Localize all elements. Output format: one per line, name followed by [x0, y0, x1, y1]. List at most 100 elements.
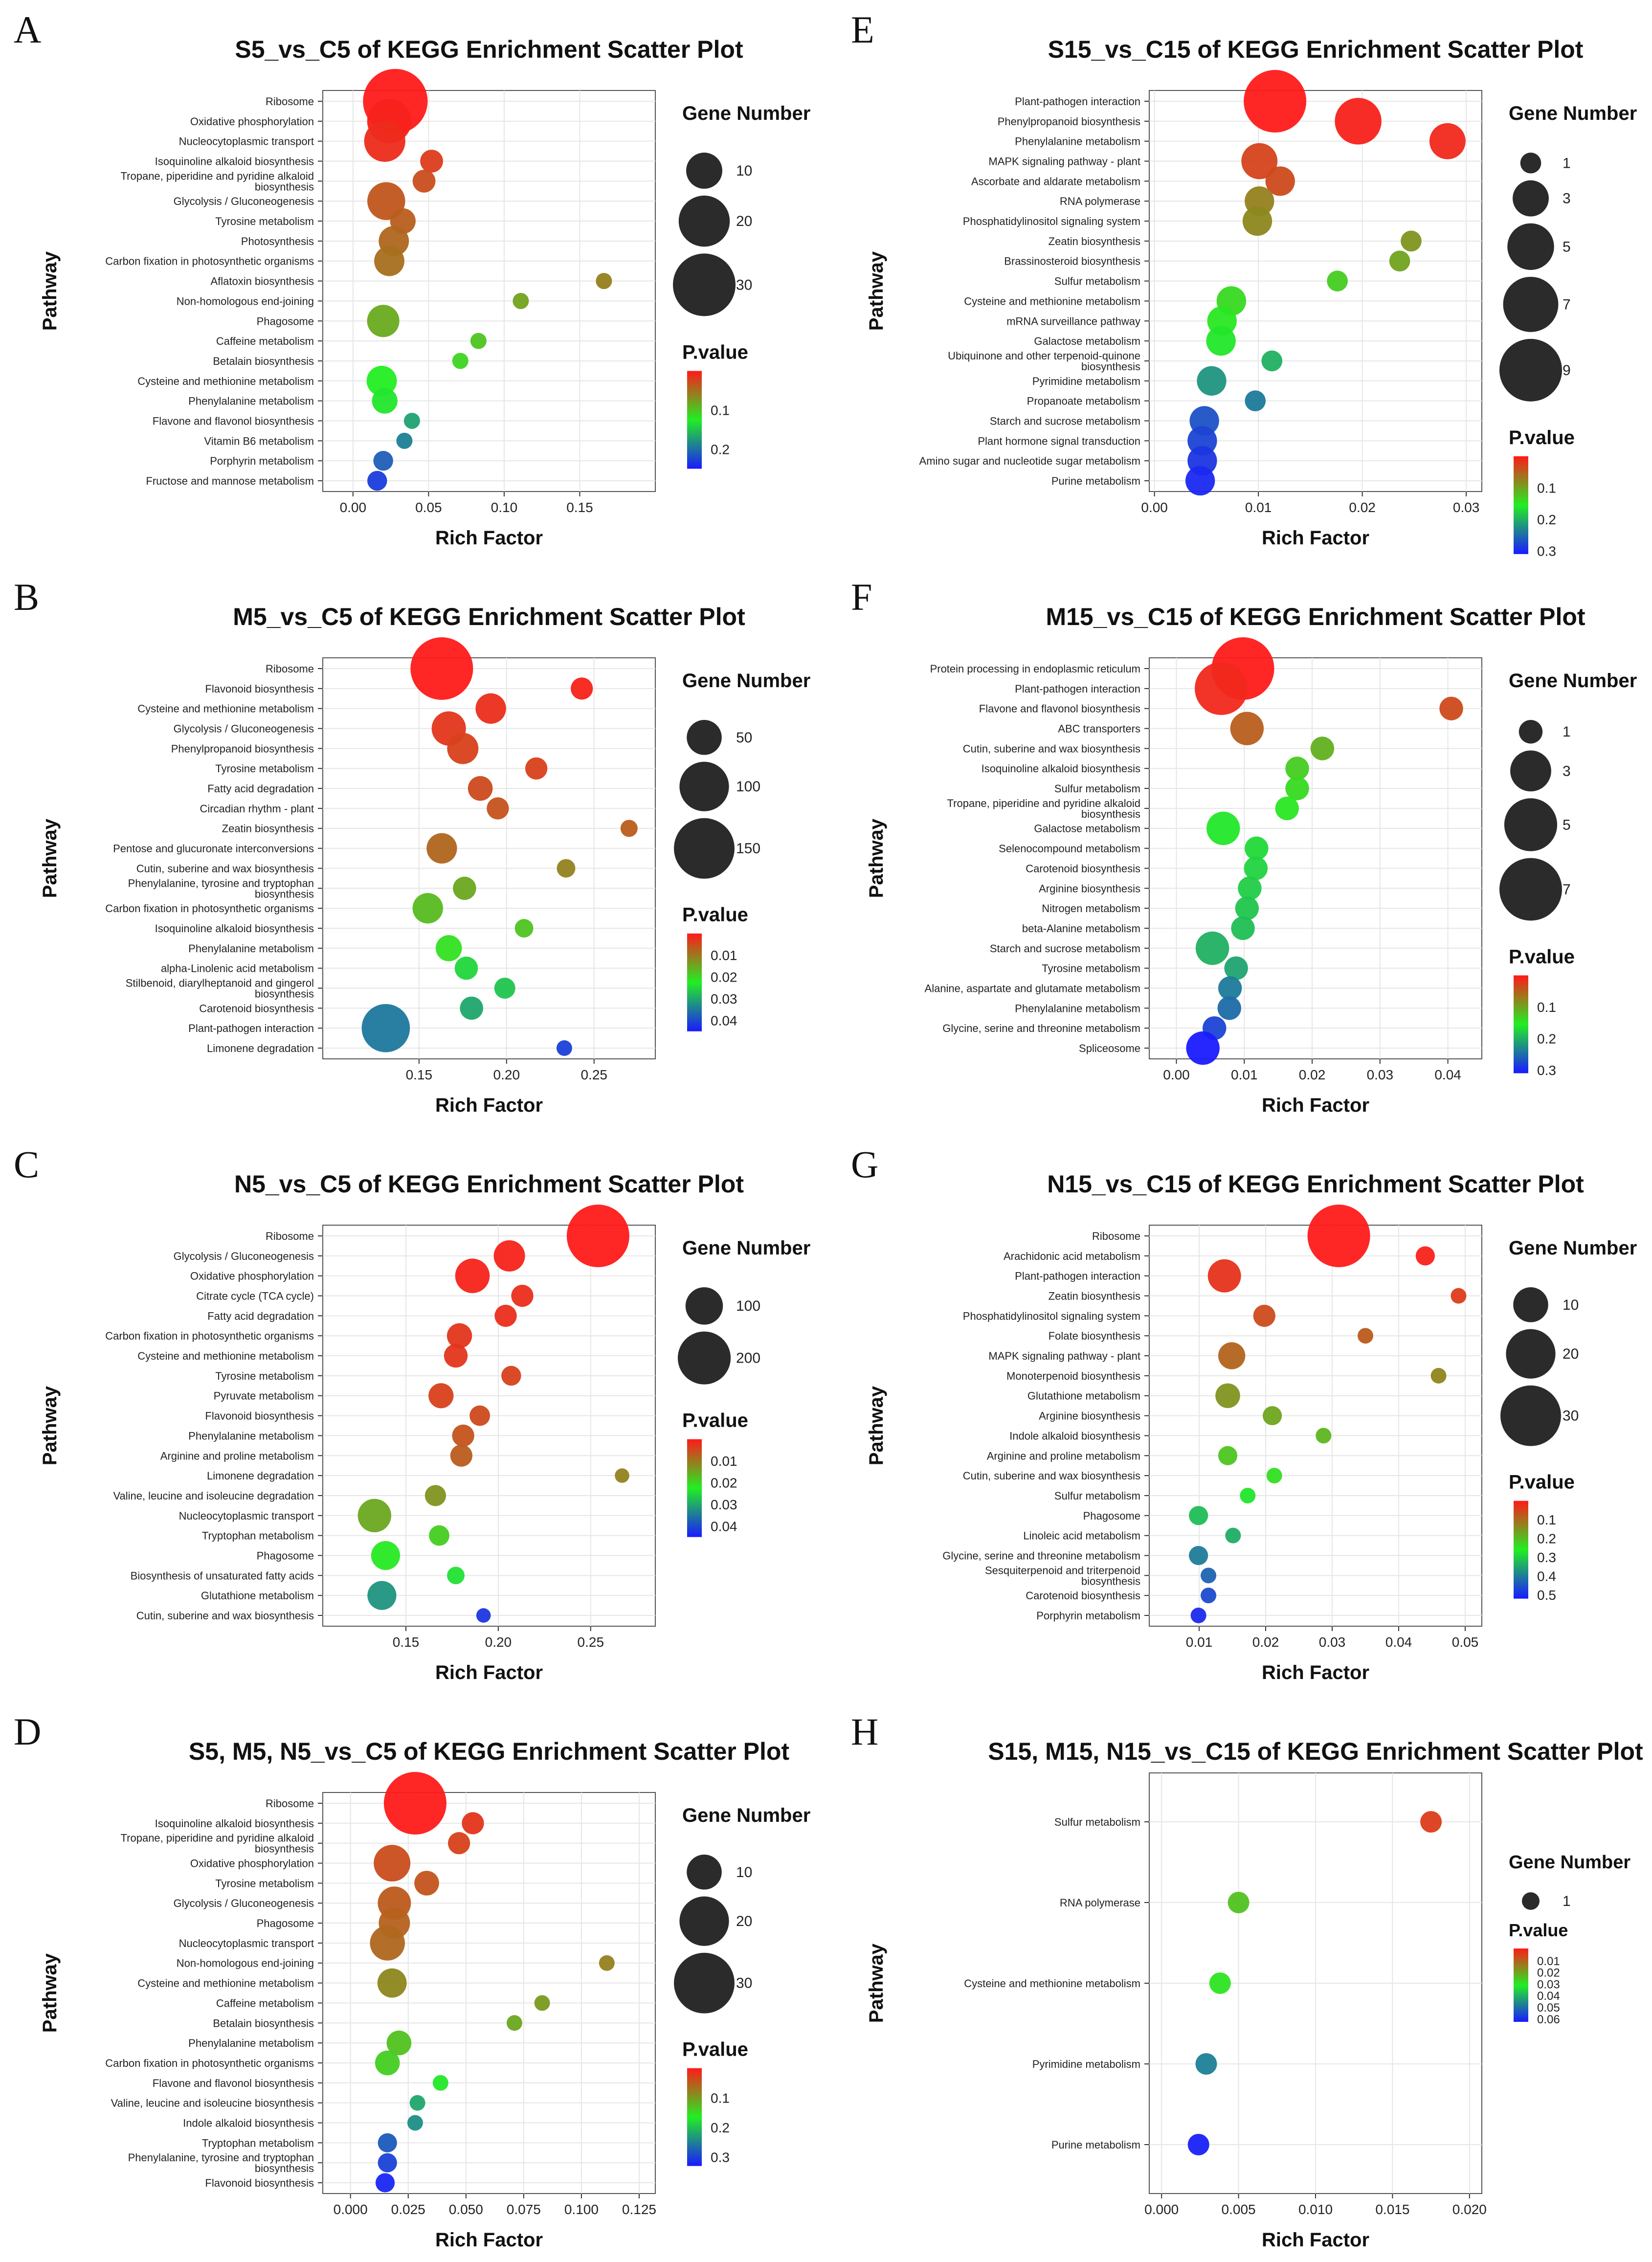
data-point — [428, 1383, 454, 1409]
data-point — [468, 776, 493, 801]
data-point — [1201, 1568, 1217, 1584]
data-point — [1189, 1506, 1208, 1525]
pathway-label: Protein processing in endoplasmic reticu… — [930, 663, 1140, 675]
data-point — [367, 470, 387, 491]
data-point — [1195, 2053, 1217, 2075]
data-point — [1185, 466, 1215, 496]
color-tick-label: 0.04 — [711, 1013, 737, 1028]
size-legend-label: 30 — [1563, 1408, 1579, 1424]
pathway-label: Aflatoxin biosynthesis — [210, 275, 314, 288]
pathway-label: Nucleocytoplasmic transport — [179, 1937, 314, 1949]
color-tick-label: 0.3 — [1537, 543, 1556, 559]
data-point — [420, 150, 443, 173]
pathway-label: Limonene degradation — [207, 1042, 314, 1054]
pathway-label: RNA polymerase — [1060, 1897, 1140, 1909]
color-legend-bar — [687, 371, 702, 469]
x-axis-title: Rich Factor — [1262, 2229, 1369, 2251]
pathway-label: Caffeine metabolism — [216, 335, 314, 347]
data-point — [1197, 366, 1227, 396]
chart-panel-b: M5_vs_C5 of KEGG Enrichment Scatter Plot… — [39, 603, 810, 1116]
data-point — [412, 169, 436, 193]
pathway-label: Ubiquinone and other terpenoid-quinone bi… — [948, 350, 1140, 373]
pathway-label: Purine metabolism — [1051, 2139, 1140, 2151]
data-point — [1316, 1428, 1332, 1444]
data-point — [1238, 876, 1262, 900]
color-tick-label: 0.2 — [1537, 1531, 1556, 1546]
pathway-label: Non-homologous end-joining — [177, 1957, 314, 1970]
data-point — [367, 305, 400, 337]
size-legend-dot — [1518, 720, 1543, 744]
x-tick-label: 0.00 — [1141, 500, 1168, 515]
size-legend-dot — [674, 818, 735, 879]
pathway-label: Phenylalanine, tyrosine and tryptophan bi… — [128, 2151, 314, 2174]
x-tick-label: 0.15 — [566, 500, 593, 515]
pathway-label: Ascorbate and aldarate metabolism — [971, 175, 1140, 187]
pathway-label: Ribosome — [266, 1797, 314, 1810]
x-tick-label: 0.02 — [1349, 500, 1376, 515]
pathway-label: Zeatin biosynthesis — [1049, 235, 1140, 247]
data-point — [1186, 1031, 1220, 1065]
chart-title: M5_vs_C5 of KEGG Enrichment Scatter Plot — [233, 603, 745, 630]
size-legend-title: Gene Number — [682, 103, 810, 124]
data-point — [1266, 1468, 1282, 1484]
data-point — [378, 2133, 397, 2152]
pathway-label: Carbon fixation in photosynthetic organi… — [105, 1330, 314, 1342]
panel-letter-h: H — [851, 1710, 879, 1753]
x-axis-title: Rich Factor — [1262, 527, 1369, 549]
pathway-label: Carbon fixation in photosynthetic organi… — [105, 902, 314, 915]
data-point — [386, 2030, 412, 2056]
data-point — [1190, 1608, 1206, 1623]
pathway-label: Photosynthesis — [241, 235, 314, 247]
pathway-label: Cysteine and methionine metabolism — [137, 1350, 314, 1362]
data-point — [374, 1845, 411, 1882]
data-point — [1358, 1328, 1373, 1344]
size-legend-dot — [1513, 1287, 1548, 1322]
size-legend-dot — [687, 720, 722, 755]
pathway-label: Indole alkaloid biosynthesis — [183, 2117, 314, 2129]
size-legend-label: 150 — [736, 841, 760, 857]
pathway-label: Cysteine and methionine metabolism — [137, 703, 314, 715]
color-tick-label: 0.1 — [1537, 1512, 1556, 1527]
pathway-label: Propanoate metabolism — [1027, 395, 1140, 407]
data-point — [375, 2050, 400, 2076]
color-tick-label: 0.06 — [1537, 2013, 1560, 2026]
data-point — [357, 1499, 391, 1532]
pathway-label: Caffeine metabolism — [216, 1997, 314, 2009]
color-tick-label: 0.1 — [711, 2090, 730, 2105]
data-point — [469, 1405, 491, 1426]
x-tick-label: 0.00 — [1163, 1067, 1190, 1082]
data-point — [462, 1812, 484, 1835]
color-tick-label: 0.02 — [711, 1476, 737, 1491]
pathway-label: Phenylalanine metabolism — [1015, 135, 1140, 148]
size-legend-label: 7 — [1563, 296, 1571, 313]
pathway-label: Phagosome — [257, 1549, 314, 1562]
pathway-label: Sulfur metabolism — [1054, 783, 1140, 795]
pathway-label: Nucleocytoplasmic transport — [179, 135, 314, 148]
size-legend-dot — [1506, 1329, 1556, 1379]
data-point — [1263, 1406, 1282, 1426]
size-legend-label: 3 — [1563, 191, 1571, 207]
pathway-label: Phagosome — [257, 1917, 314, 1929]
pathway-label: Zeatin biosynthesis — [222, 823, 314, 835]
data-point — [383, 1772, 446, 1835]
pathway-label: Flavone and flavonol biosynthesis — [153, 415, 314, 427]
pathway-label: Starch and sucrose metabolism — [990, 415, 1140, 427]
data-point — [444, 1344, 468, 1368]
color-legend-title: P.value — [682, 2039, 748, 2060]
panel-letter-a: A — [14, 8, 42, 51]
data-point — [371, 1541, 401, 1570]
color-tick-label: 0.1 — [1537, 1000, 1556, 1015]
color-tick-label: 0.4 — [1537, 1569, 1556, 1584]
pathway-label: Cutin, suberine and wax biosynthesis — [136, 862, 314, 874]
color-tick-label: 0.1 — [711, 403, 730, 418]
x-tick-label: 0.04 — [1434, 1067, 1461, 1082]
y-axis-title: Pathway — [39, 1953, 61, 2033]
pathway-label: Glutathione metabolism — [1027, 1390, 1140, 1402]
color-tick-label: 0.5 — [1537, 1588, 1556, 1603]
data-point — [435, 935, 462, 962]
pathway-label: Cysteine and methionine metabolism — [964, 1977, 1140, 1990]
pathway-label: Glycine, serine and threonine metabolism — [942, 1549, 1140, 1562]
pathway-label: Pyrimidine metabolism — [1032, 2058, 1140, 2070]
chart-title: N15_vs_C15 of KEGG Enrichment Scatter Pl… — [1047, 1170, 1584, 1198]
x-tick-label: 0.02 — [1299, 1067, 1326, 1082]
